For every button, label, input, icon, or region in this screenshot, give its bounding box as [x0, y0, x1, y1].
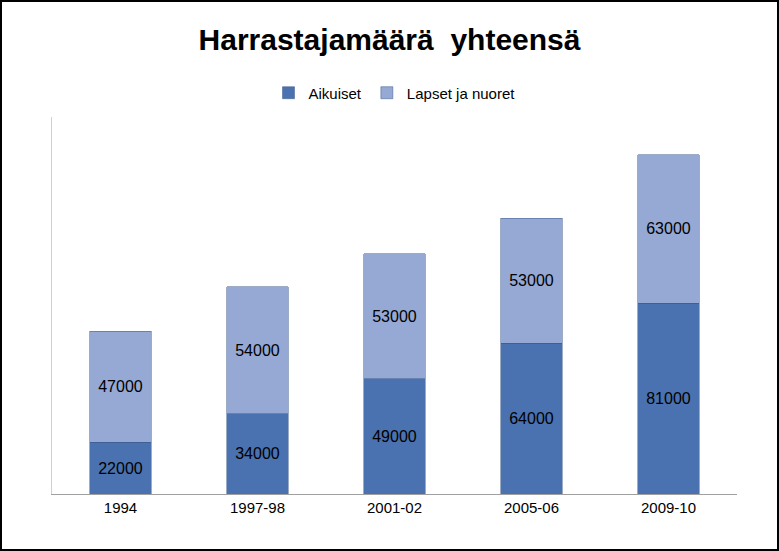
svg-text:2005-06: 2005-06 [504, 499, 559, 516]
svg-text:1997-98: 1997-98 [230, 499, 285, 516]
svg-text:47000: 47000 [98, 378, 143, 395]
svg-text:81000: 81000 [646, 390, 691, 407]
svg-text:54000: 54000 [235, 342, 280, 359]
svg-text:63000: 63000 [646, 220, 691, 237]
svg-text:53000: 53000 [372, 308, 417, 325]
svg-text:22000: 22000 [98, 460, 143, 477]
svg-text:64000: 64000 [509, 410, 554, 427]
svg-text:1994: 1994 [104, 499, 137, 516]
svg-text:53000: 53000 [509, 272, 554, 289]
svg-text:34000: 34000 [235, 445, 280, 462]
svg-text:Lapset ja nuoret: Lapset ja nuoret [407, 85, 515, 102]
svg-text:Aikuiset: Aikuiset [309, 85, 362, 102]
svg-text:2009-10: 2009-10 [641, 499, 696, 516]
svg-text:49000: 49000 [372, 428, 417, 445]
svg-text:2001-02: 2001-02 [367, 499, 422, 516]
svg-text:Harrastajamäärä yhteensä: Harrastajamäärä yhteensä [199, 23, 581, 56]
